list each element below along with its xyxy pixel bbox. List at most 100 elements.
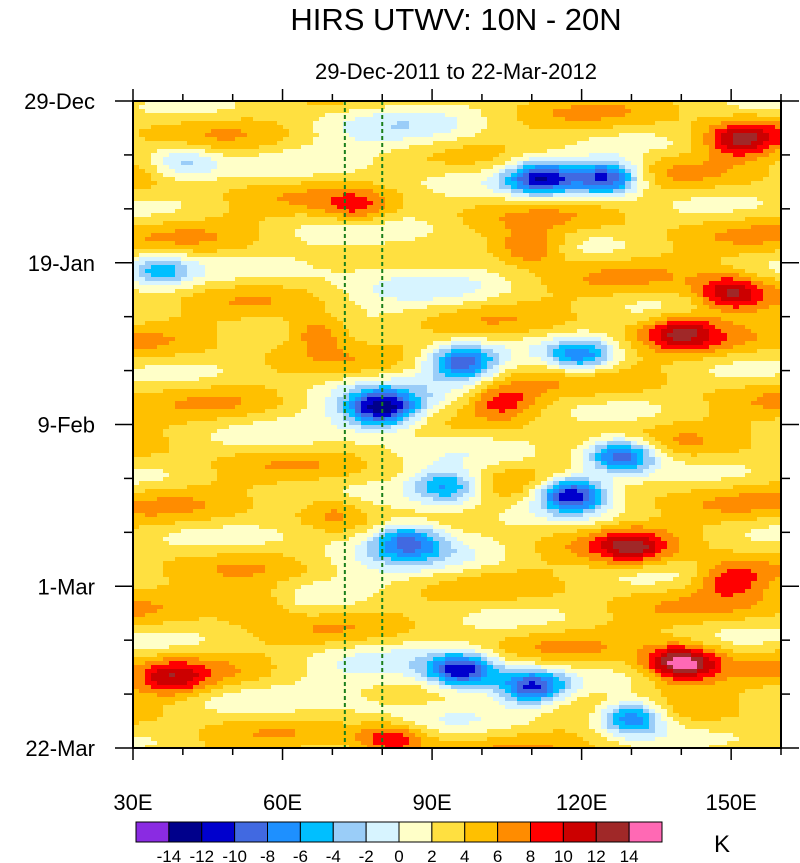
field-cell: [511, 281, 518, 286]
field-cell: [673, 233, 680, 238]
field-cell: [697, 241, 704, 246]
field-cell: [163, 277, 170, 282]
field-cell: [487, 225, 494, 230]
field-cell: [607, 153, 614, 158]
field-cell: [505, 153, 512, 158]
field-cell: [493, 257, 500, 262]
field-cell: [517, 141, 524, 146]
field-cell: [283, 193, 290, 198]
field-cell: [163, 177, 170, 182]
field-cell: [247, 149, 254, 154]
field-cell: [721, 217, 728, 222]
field-cell: [325, 185, 332, 190]
field-cell: [679, 181, 686, 186]
field-cell: [223, 249, 230, 254]
field-cell: [757, 261, 764, 266]
field-cell: [355, 233, 362, 238]
field-cell: [277, 245, 284, 250]
field-cell: [151, 237, 158, 242]
field-cell: [343, 109, 350, 114]
field-cell: [595, 265, 602, 270]
field-cell: [193, 221, 200, 226]
field-cell: [307, 121, 314, 126]
field-cell: [187, 173, 194, 178]
field-cell: [601, 149, 608, 154]
field-cell: [229, 273, 236, 278]
field-cell: [523, 201, 530, 206]
field-cell: [301, 209, 308, 214]
field-cell: [361, 221, 368, 226]
field-cell: [505, 169, 512, 174]
field-cell: [289, 109, 296, 114]
field-cell: [355, 253, 362, 258]
field-cell: [481, 141, 488, 146]
field-cell: [715, 193, 722, 198]
field-cell: [271, 273, 278, 278]
field-cell: [475, 241, 482, 246]
field-cell: [577, 181, 584, 186]
field-cell: [373, 101, 380, 106]
field-cell: [613, 193, 620, 198]
field-cell: [493, 253, 500, 258]
field-cell: [547, 141, 554, 146]
field-cell: [583, 201, 590, 206]
field-cell: [301, 185, 308, 190]
field-cell: [325, 217, 332, 222]
field-cell: [481, 153, 488, 158]
field-cell: [769, 129, 776, 134]
field-cell: [373, 149, 380, 154]
field-cell: [415, 141, 422, 146]
field-cell: [553, 173, 560, 178]
field-cell: [511, 241, 518, 246]
field-cell: [181, 257, 188, 262]
field-cell: [211, 145, 218, 150]
field-cell: [397, 157, 404, 162]
field-cell: [583, 105, 590, 110]
field-cell: [619, 269, 626, 274]
field-cell: [607, 213, 614, 218]
field-cell: [427, 281, 434, 286]
field-cell: [547, 253, 554, 258]
field-cell: [595, 217, 602, 222]
field-cell: [745, 145, 752, 150]
field-cell: [193, 157, 200, 162]
field-cell: [265, 277, 272, 282]
field-cell: [265, 285, 272, 290]
field-cell: [667, 265, 674, 270]
field-cell: [631, 233, 638, 238]
field-cell: [625, 185, 632, 190]
field-cell: [157, 225, 164, 230]
field-cell: [739, 169, 746, 174]
field-cell: [253, 101, 260, 106]
field-cell: [739, 153, 746, 158]
field-cell: [223, 253, 230, 258]
field-cell: [571, 233, 578, 238]
field-cell: [691, 257, 698, 262]
field-cell: [667, 181, 674, 186]
field-cell: [271, 117, 278, 122]
field-cell: [715, 253, 722, 258]
field-cell: [661, 169, 668, 174]
field-cell: [745, 161, 752, 166]
field-cell: [637, 209, 644, 214]
field-cell: [361, 241, 368, 246]
field-cell: [505, 273, 512, 278]
field-cell: [445, 277, 452, 282]
field-cell: [421, 133, 428, 138]
field-cell: [763, 225, 770, 230]
field-cell: [505, 117, 512, 122]
field-cell: [151, 221, 158, 226]
field-cell: [523, 101, 530, 106]
field-cell: [367, 221, 374, 226]
field-cell: [265, 157, 272, 162]
field-cell: [247, 281, 254, 286]
field-cell: [475, 237, 482, 242]
field-cell: [649, 257, 656, 262]
field-cell: [619, 141, 626, 146]
field-cell: [499, 233, 506, 238]
field-cell: [139, 141, 146, 146]
field-cell: [415, 113, 422, 118]
field-cell: [769, 217, 776, 222]
field-cell: [745, 221, 752, 226]
field-cell: [547, 105, 554, 110]
